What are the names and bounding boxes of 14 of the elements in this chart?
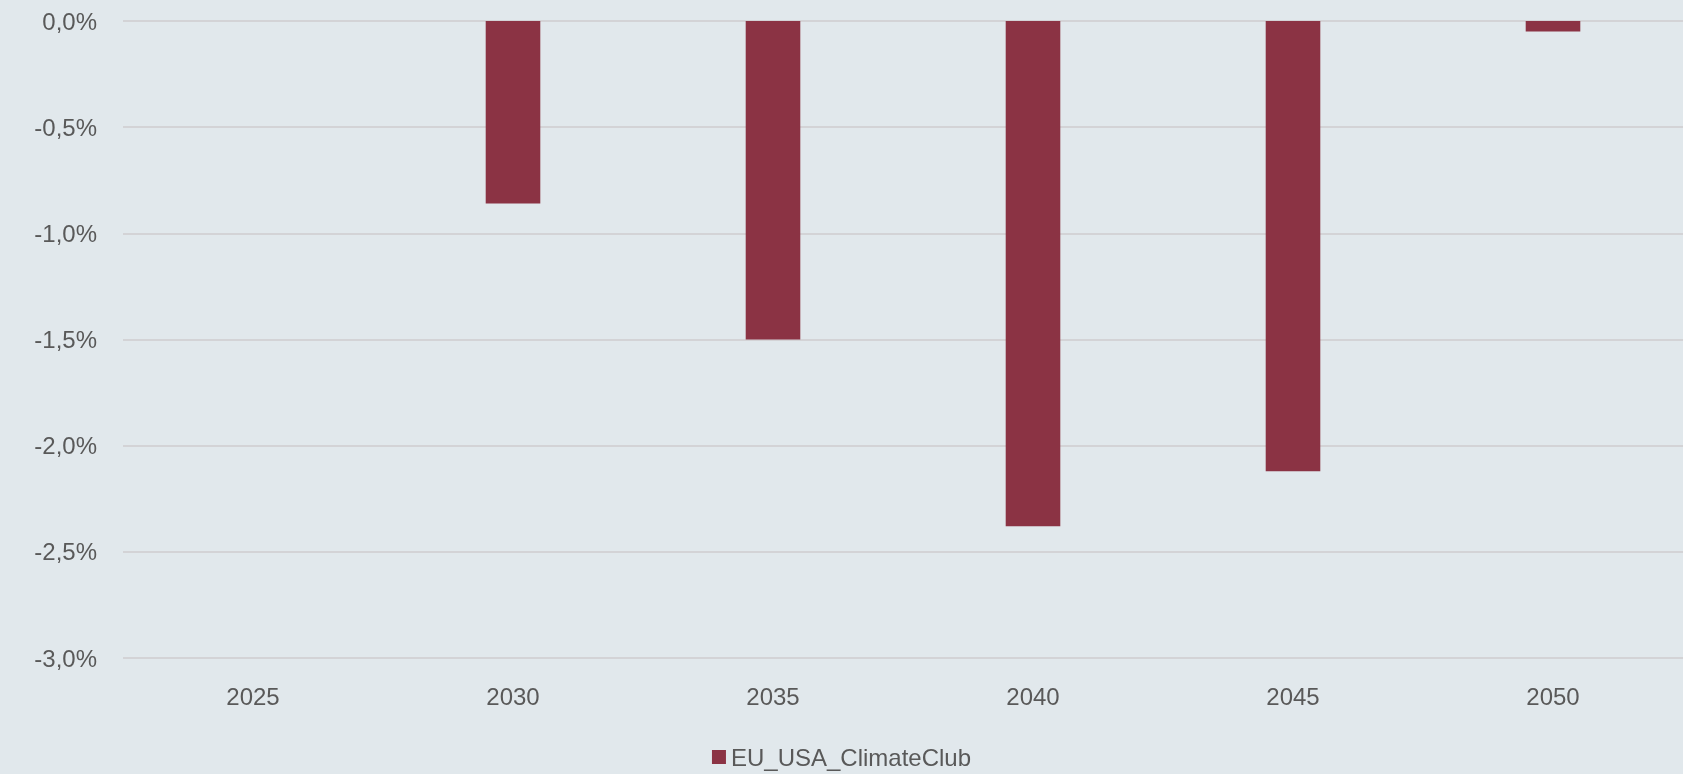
- y-tick-label: -2,0%: [34, 432, 97, 460]
- y-tick-label: -0,5%: [34, 113, 97, 141]
- x-tick-label: 2035: [746, 682, 800, 710]
- y-tick-label: -3,0%: [34, 644, 97, 672]
- x-tick-label: 2040: [1006, 682, 1060, 710]
- x-tick-label: 2025: [226, 682, 280, 710]
- x-tick-label: 2030: [486, 682, 540, 710]
- legend-label: EU_USA_ClimateClub: [730, 743, 972, 771]
- x-tick-label: 2050: [1526, 682, 1580, 710]
- y-tick-label: -1,0%: [34, 219, 97, 247]
- y-tick-label: -2,5%: [34, 538, 97, 566]
- x-tick-label: 2045: [1266, 682, 1320, 710]
- y-tick-label: 0,0%: [42, 7, 97, 35]
- y-tick-label: -1,5%: [34, 326, 97, 353]
